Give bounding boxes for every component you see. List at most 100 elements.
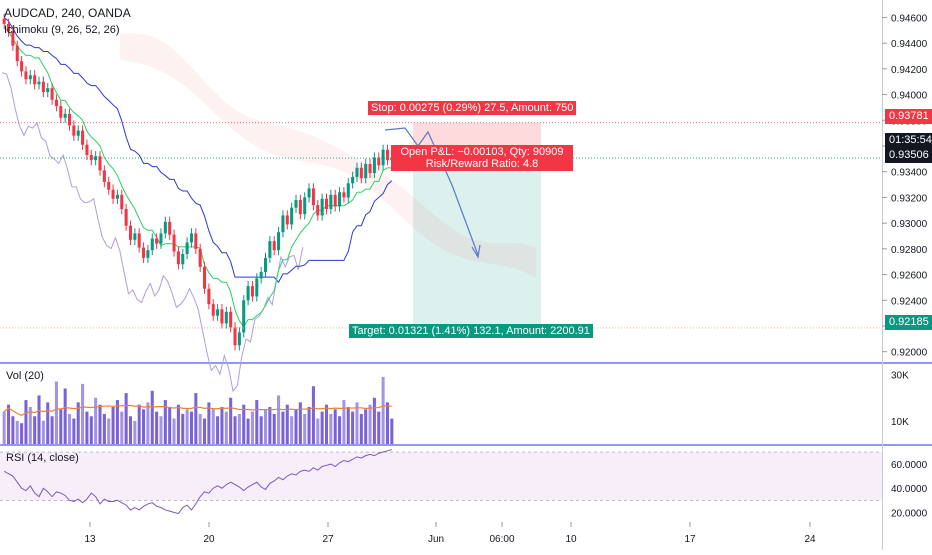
volume-bar bbox=[220, 407, 224, 444]
candle-body bbox=[342, 192, 346, 198]
volume-bar bbox=[355, 402, 359, 444]
volume-bar bbox=[333, 409, 337, 444]
candle-body bbox=[159, 233, 163, 244]
candle-body bbox=[277, 232, 281, 251]
candle-body bbox=[229, 311, 233, 328]
volume-bar bbox=[41, 420, 45, 444]
chart-title: AUDCAD, 240, OANDA bbox=[4, 6, 131, 20]
candle-body bbox=[176, 251, 180, 265]
candle-body bbox=[259, 272, 263, 279]
candle-body bbox=[41, 81, 45, 92]
volume-bar bbox=[102, 413, 106, 444]
volume-bar bbox=[307, 407, 311, 444]
volume-bar bbox=[377, 411, 381, 444]
volume-bar bbox=[359, 413, 363, 444]
candle-body bbox=[33, 75, 37, 85]
volume-bar bbox=[364, 409, 368, 444]
candle-body bbox=[46, 88, 50, 92]
candle-body bbox=[355, 167, 359, 177]
volume-bar bbox=[124, 393, 128, 444]
candle-body bbox=[316, 205, 320, 216]
candle-body bbox=[133, 233, 137, 240]
candle-body bbox=[142, 247, 146, 258]
candle-body bbox=[155, 238, 159, 244]
candle-body bbox=[298, 200, 302, 215]
volume-bar bbox=[168, 407, 172, 444]
candle-body bbox=[372, 157, 376, 173]
volume-bar bbox=[159, 416, 163, 444]
candle-body bbox=[246, 286, 250, 301]
candle-body bbox=[7, 23, 11, 32]
candle-body bbox=[324, 198, 329, 209]
volume-bar bbox=[72, 418, 76, 444]
volume-bar bbox=[216, 416, 220, 444]
volume-bar bbox=[128, 416, 133, 444]
price-tick-label: 0.92000 bbox=[891, 348, 928, 359]
stop-price-tag: 0.93781 bbox=[885, 109, 932, 124]
volume-bar bbox=[37, 395, 41, 444]
candle-body bbox=[250, 286, 254, 297]
volume-bar bbox=[311, 386, 315, 444]
price-tick-label: 0.92800 bbox=[891, 245, 928, 256]
candle-body bbox=[385, 149, 389, 161]
volume-bar bbox=[11, 416, 15, 444]
volume-bar bbox=[277, 395, 281, 444]
volume-bar bbox=[342, 400, 346, 444]
volume-bar bbox=[115, 400, 119, 444]
candle-body bbox=[185, 242, 189, 254]
time-tick-label: 27 bbox=[322, 534, 334, 545]
volume-bar bbox=[250, 411, 254, 444]
price-tick-label: 0.92600 bbox=[891, 271, 928, 282]
candle-body bbox=[67, 113, 72, 126]
candle-body bbox=[37, 81, 41, 85]
rsi-panel-label: RSI (14, close) bbox=[6, 452, 79, 464]
candle-body bbox=[15, 45, 19, 62]
volume-bar bbox=[107, 418, 111, 444]
volume-bar bbox=[255, 400, 259, 444]
volume-bar bbox=[259, 416, 263, 444]
candle-body bbox=[220, 309, 224, 324]
volume-bar bbox=[385, 402, 389, 444]
price-tick-label: 0.92400 bbox=[891, 296, 928, 307]
volume-bar bbox=[268, 407, 272, 444]
volume-bar bbox=[50, 416, 54, 444]
volume-bar bbox=[294, 409, 298, 444]
volume-bar bbox=[263, 409, 268, 444]
volume-bar bbox=[142, 409, 146, 444]
candle-body bbox=[194, 233, 198, 249]
rsi-tick-label: 60.0000 bbox=[891, 460, 928, 471]
volume-bar bbox=[281, 411, 285, 444]
volume-bar bbox=[89, 416, 93, 444]
volume-bar bbox=[242, 404, 246, 444]
volume-bar bbox=[76, 402, 80, 444]
pnl-label: Open P&L: −0.00103, Qty: 90909 Risk/Rewa… bbox=[391, 145, 573, 171]
price-tick-label: 0.94200 bbox=[891, 65, 928, 76]
candle-body bbox=[89, 155, 93, 161]
candle-body bbox=[50, 88, 54, 100]
candle-body bbox=[76, 130, 80, 136]
ichimoku-label: Ichimoku (9, 26, 52, 26) bbox=[4, 24, 120, 36]
candle-body bbox=[107, 182, 111, 190]
candle-body bbox=[181, 254, 185, 265]
volume-bar bbox=[54, 381, 58, 444]
rsi-tick-label: 40.0000 bbox=[891, 484, 928, 495]
volume-bar bbox=[24, 400, 28, 444]
volume-bar bbox=[303, 413, 307, 444]
candle-body bbox=[189, 233, 193, 243]
target-label: Target: 0.01321 (1.41%) 132.1, Amount: 2… bbox=[349, 324, 593, 338]
rsi-tick-label: 20.0000 bbox=[891, 508, 928, 519]
volume-bar bbox=[46, 402, 50, 444]
candle-body bbox=[320, 198, 324, 216]
candle-body bbox=[351, 176, 355, 184]
candle-body bbox=[346, 183, 350, 198]
time-tick-label: 17 bbox=[684, 534, 696, 545]
candle-body bbox=[163, 221, 167, 234]
candle-body bbox=[54, 99, 58, 107]
candle-body bbox=[329, 194, 333, 209]
forecast-path bbox=[384, 127, 479, 256]
candle-body bbox=[28, 75, 32, 80]
volume-bar bbox=[172, 418, 176, 444]
price-tick-label: 0.93000 bbox=[891, 219, 928, 230]
